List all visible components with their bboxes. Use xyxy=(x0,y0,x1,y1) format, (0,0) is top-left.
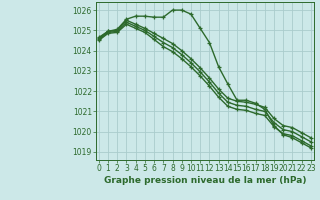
X-axis label: Graphe pression niveau de la mer (hPa): Graphe pression niveau de la mer (hPa) xyxy=(104,176,306,185)
